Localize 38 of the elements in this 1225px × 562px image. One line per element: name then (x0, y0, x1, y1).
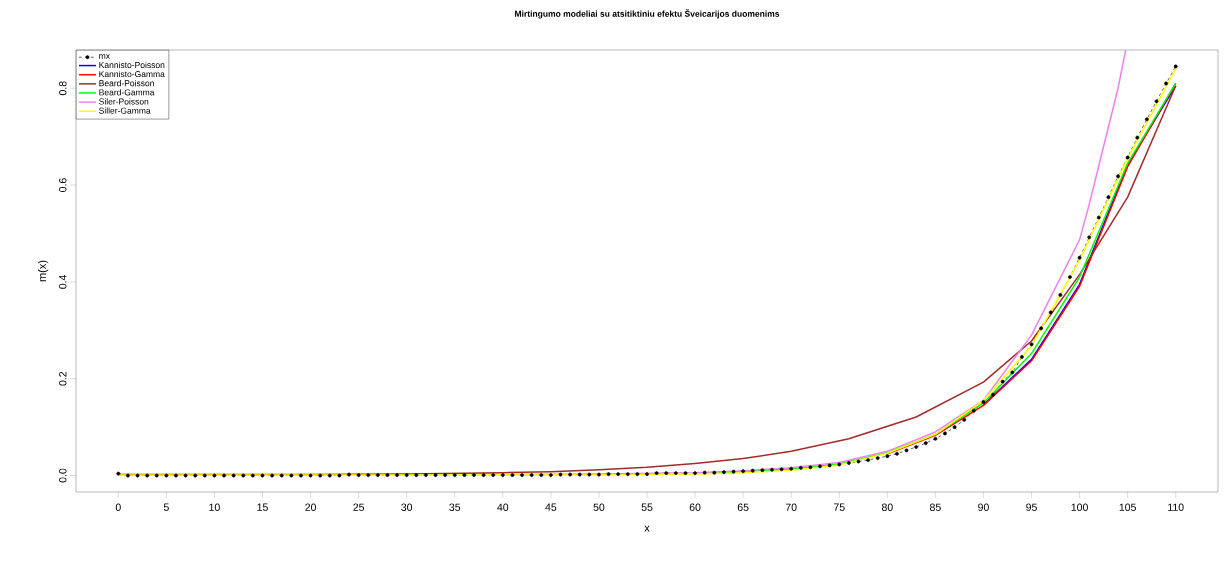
legend-label: mx (99, 54, 110, 59)
y-axis-title: m(x) (37, 260, 49, 282)
x-tick-label: 110 (1168, 503, 1184, 511)
y-tick-label: 0.6 (59, 178, 67, 192)
legend-label: Siler-Poisson (99, 98, 149, 105)
x-tick-label: 40 (497, 503, 509, 511)
x-tick-label: 10 (209, 503, 220, 511)
x-tick-label: 100 (1071, 503, 1088, 511)
legend-label: Siller-Gamma (99, 107, 151, 114)
x-tick-label: 60 (689, 503, 701, 511)
x-tick-label: 65 (737, 503, 749, 511)
x-tick-label: 90 (978, 503, 989, 511)
x-tick-label: 25 (353, 503, 365, 511)
x-tick-label: 75 (833, 503, 845, 511)
legend-label: Kannisto-Gamma (99, 70, 165, 78)
legend-label: Kannisto-Poisson (99, 61, 165, 68)
y-tick-label: 0.0 (59, 468, 67, 483)
x-tick-label: 85 (930, 503, 941, 511)
x-tick-label: 45 (545, 503, 557, 511)
x-tick-label: 35 (449, 503, 461, 511)
y-tick-label: 0.8 (59, 81, 67, 96)
x-tick-label: 70 (785, 503, 797, 511)
x-tick-label: 80 (881, 503, 893, 511)
x-tick-label: 0 (115, 503, 121, 511)
x-tick-label: 55 (641, 503, 653, 511)
x-tick-label: 5 (163, 503, 169, 511)
y-tick-label: 0.2 (59, 371, 67, 386)
chart-title: Mirtingumo modeliai su atsitiktiniu efektu Šveicarijos duomenims (515, 9, 780, 19)
x-tick-label: 95 (1026, 503, 1037, 511)
x-tick-label: 30 (401, 503, 413, 511)
x-axis-title: x (644, 525, 650, 532)
x-tick-label: 105 (1119, 503, 1136, 511)
legend-label: Beard-Poisson (99, 80, 154, 87)
x-tick-label: 20 (305, 503, 316, 511)
x-tick-label: 15 (257, 503, 268, 511)
y-tick-label: 0.4 (59, 274, 67, 289)
x-tick-label: 50 (593, 503, 605, 511)
legend-label: Beard-Gamma (99, 89, 155, 96)
